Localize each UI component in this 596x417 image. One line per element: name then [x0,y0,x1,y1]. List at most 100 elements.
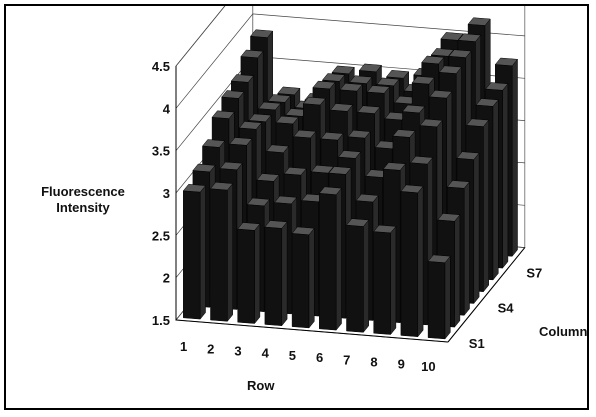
x-tick-label: 10 [421,359,435,374]
bar [427,254,451,340]
x-tick-label: 1 [180,339,187,354]
bar-top [456,151,480,160]
bar-top [466,118,490,127]
bar-front [210,188,228,322]
bar-side [417,185,424,338]
bar-top [467,17,491,26]
bar-top [320,132,344,141]
bar-side [281,221,288,327]
bar [210,181,234,323]
bar-front [264,226,283,326]
bar-top [411,76,435,85]
bar-top [266,144,290,153]
bar-top [349,75,373,84]
bar-top [392,129,416,138]
bar-top [211,110,235,119]
bar-top [386,70,410,79]
y-tick-label: 3 [163,186,170,201]
chart-axis-lines [175,66,526,343]
bar-top [202,139,226,148]
bar [400,184,424,338]
y-tick-label: 1.5 [152,313,170,328]
bar-top [246,197,270,207]
bar [264,220,288,327]
bar-top [419,118,443,128]
bar-front [183,190,201,320]
y-tick-label: 2.5 [152,228,170,243]
bar-top [293,129,317,139]
bar-top [192,163,216,173]
bar-top [274,195,298,205]
bar [318,186,342,331]
bar-side [363,219,369,334]
bar [291,226,315,329]
bar-top [410,155,434,165]
bar-front [237,228,255,324]
bar-top [264,220,288,229]
y-tick-label: 3.5 [152,144,170,159]
bar-top [440,32,464,41]
x-tick-label: 6 [316,350,323,365]
bar-side [390,225,397,336]
bar-side [511,58,518,258]
gridline [175,13,525,109]
bar-top [291,226,315,236]
x-tick-label: 7 [343,352,350,367]
bar-top [267,94,291,103]
bar-top [373,224,397,234]
bar-top [347,129,371,139]
bar-front [291,233,310,329]
bar-top [219,161,243,171]
bar-top [366,85,390,94]
bar-top [338,150,362,159]
chart-canvas: 1.5 2 2.5 3 3.5 4 4.5 1 2 3 4 5 6 7 8 9 10 S1 S4 S7 [152,6,542,374]
bar-top [438,65,462,74]
chart-bars [182,17,518,340]
bar [237,222,261,325]
bar-top [402,104,426,114]
bar-side [473,152,480,305]
bar-top [283,167,307,176]
bar-top [229,137,253,146]
bar-top [310,164,334,174]
x-tick-label: 2 [207,341,214,356]
bar-top [318,186,342,195]
bar-side [227,182,233,323]
bar-top [358,63,382,73]
bar-top [330,103,354,112]
bar-top [250,29,274,38]
bar-side [444,255,451,340]
y-tick-label: 4.5 [152,59,170,74]
bar-side [335,187,342,331]
gridline [175,6,226,67]
chart-frame: 1.5 2 2.5 3 3.5 4 4.5 1 2 3 4 5 6 7 8 9 10 S1 S4 S7 Fluores… [4,4,589,410]
bar-top [494,57,518,67]
bar-top [328,166,352,175]
bar-side [502,83,509,269]
bar-front [319,193,337,331]
x-tick-label: 3 [234,344,241,359]
bar-top [302,96,326,106]
column-tick-label: S4 [498,301,515,316]
bar-top [430,48,454,57]
bar-front [373,231,391,335]
bar-front [346,224,364,333]
bar-top [346,218,370,227]
bar [373,224,397,336]
z-axis-title: Column [539,324,588,339]
bar-side [454,214,461,328]
bar-top [339,83,363,92]
x-tick-label: 4 [262,346,270,361]
y-tick-label: 2 [163,271,170,286]
bar-top [382,162,406,171]
x-axis-title: Row [247,378,275,393]
bar-top [429,90,453,99]
bar-top [221,90,245,99]
y-tick-label: 4 [163,101,171,116]
bar-side [483,119,489,293]
bar-top [256,173,280,182]
bar-side [199,184,206,320]
bar-top [355,193,379,203]
bar-top [446,180,470,189]
bar-top [248,113,272,122]
